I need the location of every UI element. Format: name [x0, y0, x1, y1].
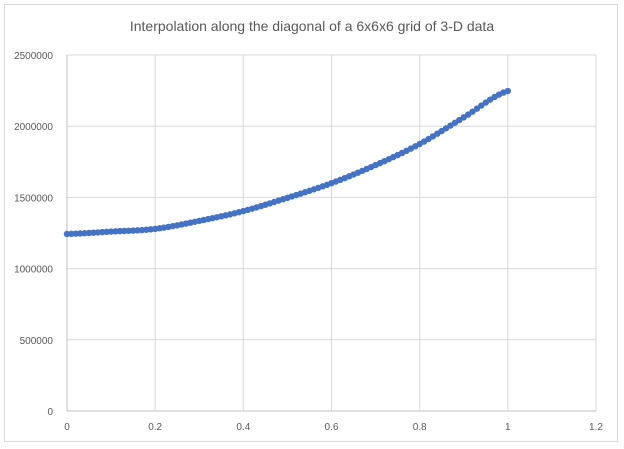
x-tick-label: 1	[505, 422, 511, 433]
data-series-markers	[63, 87, 512, 238]
chart-title: Interpolation along the diagonal of a 6x…	[129, 18, 495, 34]
x-tick-label: 1.2	[589, 422, 603, 433]
x-axis-tick-labels: 0 0.2 0.4 0.6 0.8 1 1.2	[64, 422, 603, 433]
x-tick-label: 0.2	[148, 422, 162, 433]
y-tick-label: 1000000	[14, 265, 53, 276]
y-tick-label: 2000000	[14, 122, 53, 133]
chart-frame	[4, 4, 618, 442]
y-tick-label: 500000	[20, 336, 54, 347]
y-tick-label: 0	[47, 407, 53, 418]
x-tick-label: 0	[64, 422, 70, 433]
x-tick-label: 0.8	[413, 422, 427, 433]
y-tick-label: 1500000	[14, 193, 53, 204]
data-point	[504, 87, 512, 95]
y-tick-label: 2500000	[14, 51, 53, 62]
x-tick-label: 0.4	[236, 422, 250, 433]
gridlines	[66, 54, 597, 412]
y-axis-tick-labels: 0 500000 1000000 1500000 2000000 2500000	[14, 51, 53, 418]
x-tick-label: 0.6	[325, 422, 339, 433]
